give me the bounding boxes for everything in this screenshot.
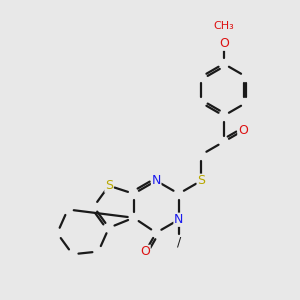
Text: O: O bbox=[219, 37, 229, 50]
Text: CH₃: CH₃ bbox=[213, 21, 234, 31]
Text: S: S bbox=[197, 174, 205, 187]
Text: S: S bbox=[105, 179, 113, 192]
Text: /: / bbox=[177, 235, 181, 248]
Text: N: N bbox=[174, 213, 183, 226]
Text: O: O bbox=[140, 245, 150, 258]
Text: O: O bbox=[238, 124, 248, 137]
Text: N: N bbox=[152, 174, 161, 187]
